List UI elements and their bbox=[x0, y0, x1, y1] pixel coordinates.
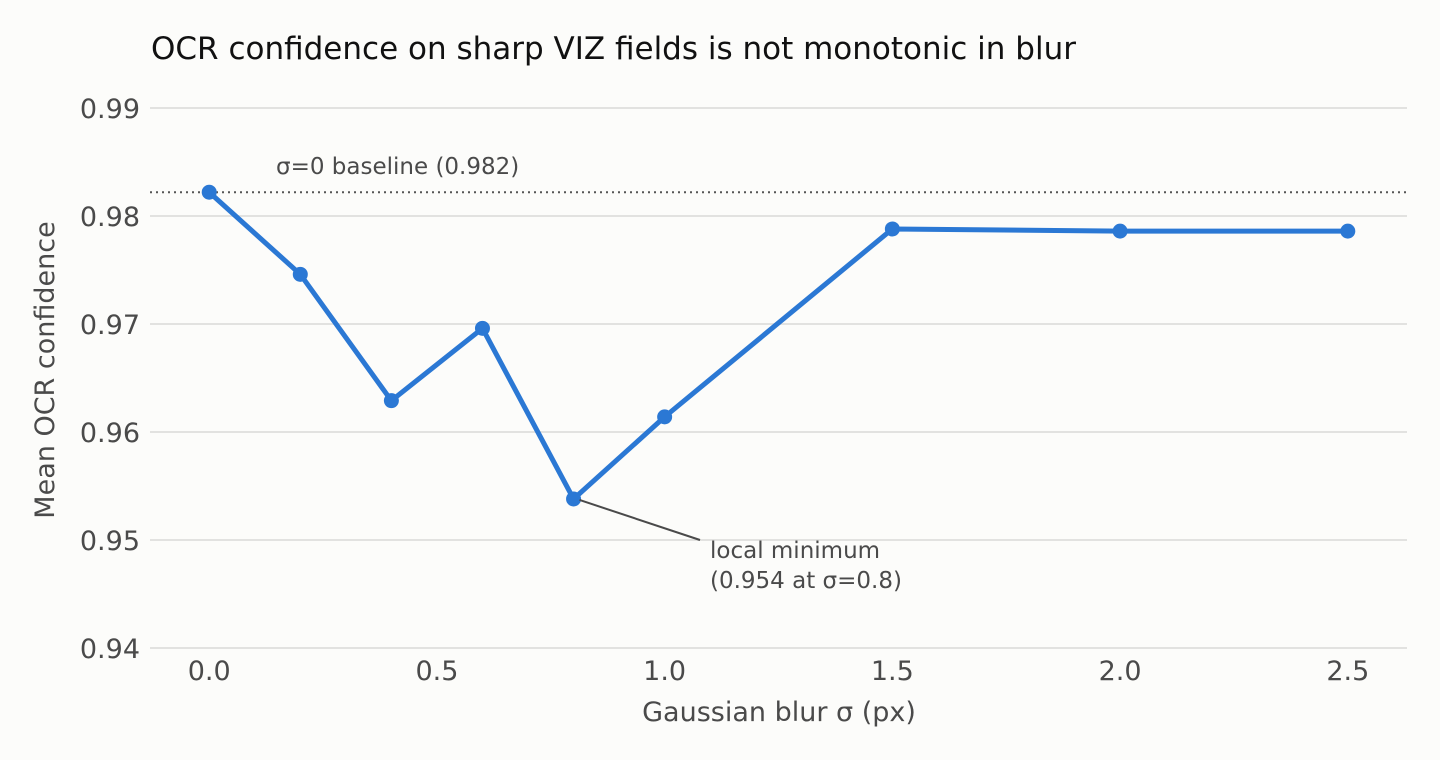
y-tick-label: 0.97 bbox=[80, 310, 140, 341]
data-point bbox=[383, 393, 399, 409]
x-tick-label: 0.0 bbox=[188, 656, 231, 687]
x-tick-label: 2.5 bbox=[1326, 656, 1369, 687]
series-line bbox=[206, 189, 1351, 502]
x-tick-label: 1.5 bbox=[871, 656, 914, 687]
data-point bbox=[474, 320, 490, 336]
annotation-leader-line bbox=[579, 499, 701, 541]
annotation-line-2: (0.954 at σ=0.8) bbox=[710, 568, 902, 594]
data-point bbox=[1340, 223, 1356, 239]
chart-title: OCR confidence on sharp VIZ fields is no… bbox=[151, 31, 1076, 67]
x-tick-label: 0.5 bbox=[415, 656, 458, 687]
y-tick-label: 0.98 bbox=[80, 202, 140, 233]
y-tick-label: 0.96 bbox=[80, 418, 140, 449]
data-points bbox=[201, 184, 1356, 507]
y-tick-label: 0.99 bbox=[80, 94, 140, 125]
x-axis-label: Gaussian blur σ (px) bbox=[642, 697, 916, 728]
data-point bbox=[566, 491, 582, 507]
data-point bbox=[292, 266, 308, 282]
y-tick-label: 0.95 bbox=[80, 526, 140, 557]
gridlines bbox=[150, 107, 1407, 649]
x-tick-label: 1.0 bbox=[643, 656, 686, 687]
data-point bbox=[201, 184, 217, 200]
y-axis-label: Mean OCR confidence bbox=[30, 221, 61, 518]
x-tick-labels: 0.0 0.5 1.0 1.5 2.0 2.5 bbox=[188, 656, 1370, 687]
annotation-local-minimum: local minimum (0.954 at σ=0.8) bbox=[710, 538, 902, 594]
data-point bbox=[657, 409, 673, 425]
y-tick-label: 0.94 bbox=[80, 634, 140, 665]
data-point bbox=[884, 221, 900, 237]
x-tick-label: 2.0 bbox=[1099, 656, 1142, 687]
annotation-line-1: local minimum bbox=[710, 538, 880, 564]
baseline-label: σ=0 baseline (0.982) bbox=[276, 154, 519, 180]
data-point bbox=[1112, 223, 1128, 239]
y-tick-labels: 0.94 0.95 0.96 0.97 0.98 0.99 bbox=[80, 94, 140, 665]
